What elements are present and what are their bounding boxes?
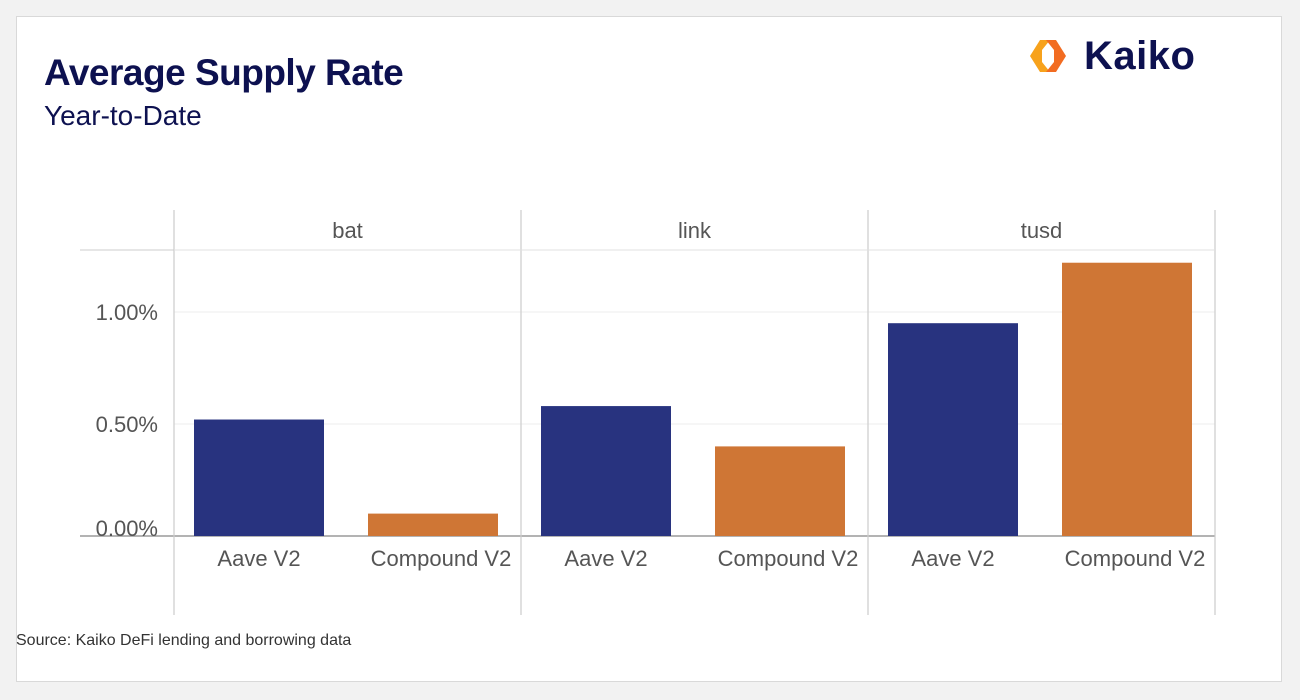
- y-tick-label: 1.00%: [96, 300, 158, 325]
- bar-link-aave-v2: [541, 406, 671, 536]
- x-category-label: Compound V2: [371, 546, 512, 571]
- x-category-label: Aave V2: [564, 546, 647, 571]
- x-category-label: Aave V2: [911, 546, 994, 571]
- facet-label-tusd: tusd: [1021, 218, 1063, 243]
- bar-link-compound-v2: [715, 446, 845, 536]
- kaiko-logo-text: Kaiko: [1084, 34, 1196, 78]
- chart-subtitle: Year-to-Date: [44, 100, 202, 131]
- x-category-label: Compound V2: [1065, 546, 1206, 571]
- y-tick-label: 0.50%: [96, 412, 158, 437]
- facet-label-link: link: [678, 218, 712, 243]
- facet-label-bat: bat: [332, 218, 363, 243]
- bar-bat-compound-v2: [368, 513, 498, 536]
- bar-tusd-aave-v2: [888, 323, 1018, 536]
- bar-tusd-compound-v2: [1062, 262, 1192, 536]
- bar-bat-aave-v2: [194, 419, 324, 536]
- x-category-label: Compound V2: [718, 546, 859, 571]
- kaiko-logo-icon: [1030, 40, 1066, 72]
- kaiko-logo: Kaiko: [1020, 28, 1220, 84]
- text-layer: 0.00% 0.50% 1.00% bat Aave V2 Compound V2 link…: [96, 218, 1206, 571]
- source-note: Source: Kaiko DeFi lending and borrowing…: [16, 632, 352, 649]
- y-tick-label: 0.00%: [96, 516, 158, 541]
- x-category-label: Aave V2: [217, 546, 300, 571]
- bar-layer: [194, 262, 1192, 536]
- chart-title: Average Supply Rate: [44, 52, 404, 93]
- grid-layer: [174, 311, 1215, 425]
